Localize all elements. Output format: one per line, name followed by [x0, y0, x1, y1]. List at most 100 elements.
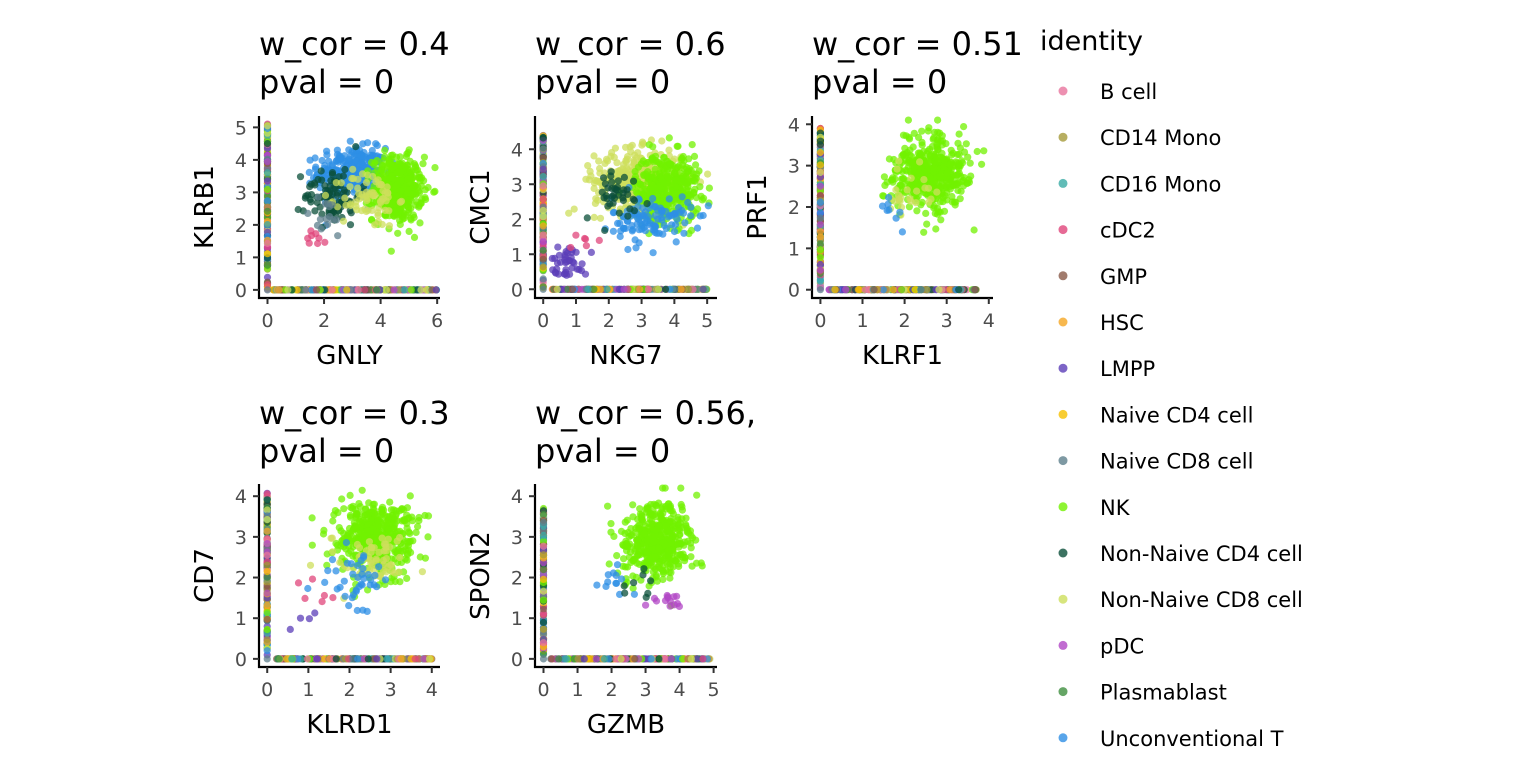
data-point: [903, 186, 911, 194]
data-point: [645, 141, 653, 149]
data-point: [397, 197, 406, 205]
data-point: [590, 179, 599, 187]
data-point: [917, 286, 925, 294]
data-point: [306, 561, 315, 569]
data-point: [816, 137, 825, 145]
data-point: [699, 285, 707, 293]
data-point: [263, 527, 271, 535]
panel-title-line: w_cor = 0.3: [259, 394, 450, 432]
data-point: [311, 207, 319, 215]
data-point: [907, 174, 915, 182]
data-point: [328, 286, 336, 294]
data-point: [364, 655, 372, 663]
data-point: [905, 133, 913, 141]
data-point: [595, 236, 603, 244]
data-point: [816, 246, 825, 254]
data-point: [590, 152, 598, 160]
data-point: [385, 207, 393, 215]
panel-title-line: pval = 0: [535, 63, 670, 101]
data-point: [415, 513, 423, 522]
x-tick-label: 2: [603, 310, 615, 332]
data-point: [677, 285, 685, 293]
data-point: [316, 203, 324, 211]
data-point: [690, 152, 699, 160]
data-point: [354, 655, 362, 663]
data-point: [590, 184, 598, 193]
y-axis-label: CMC1: [466, 169, 496, 244]
data-point: [568, 285, 577, 293]
data-point: [424, 533, 432, 541]
data-point: [926, 145, 934, 153]
x-tick-label: 0: [537, 310, 549, 332]
data-point: [328, 161, 336, 169]
data-point: [379, 556, 387, 565]
data-point: [638, 211, 647, 219]
data-point: [363, 188, 371, 196]
data-point: [920, 176, 928, 184]
data-point: [601, 226, 609, 234]
data-point: [870, 286, 878, 294]
data-point: [349, 570, 357, 578]
data-point: [624, 245, 632, 254]
data-point: [633, 154, 641, 162]
x-tick-label: 2: [899, 310, 911, 332]
data-point: [682, 180, 690, 188]
data-point: [321, 191, 330, 199]
data-point: [656, 169, 664, 177]
x-tick-label: 2: [318, 310, 330, 332]
data-point: [353, 540, 361, 549]
data-point: [949, 149, 957, 157]
y-tick-label: 4: [511, 139, 523, 161]
data-point: [357, 580, 365, 588]
data-point: [637, 187, 645, 195]
data-point: [551, 254, 559, 262]
data-point: [687, 212, 695, 220]
y-tick-label: 2: [788, 197, 800, 219]
x-tick-label: 3: [385, 679, 397, 701]
data-point: [425, 655, 434, 663]
data-point: [403, 574, 411, 583]
data-point: [616, 232, 624, 241]
data-point: [263, 261, 272, 269]
data-point: [955, 160, 963, 168]
data-point: [657, 214, 666, 222]
data-point: [905, 203, 914, 211]
data-point: [970, 226, 978, 234]
data-point: [381, 146, 389, 154]
data-point: [590, 213, 598, 221]
data-point: [406, 166, 414, 174]
data-point: [329, 594, 337, 602]
data-point: [318, 176, 326, 184]
data-point: [692, 161, 700, 169]
x-tick-label: 6: [431, 310, 443, 332]
data-point: [410, 233, 419, 241]
data-point: [308, 575, 317, 583]
data-point: [360, 152, 368, 160]
data-point: [622, 224, 630, 233]
data-point: [959, 182, 968, 190]
data-point: [263, 625, 271, 634]
data-point: [940, 156, 948, 164]
data-point: [678, 193, 686, 201]
data-point: [380, 547, 388, 555]
y-tick-label: 5: [235, 117, 247, 139]
data-point: [552, 269, 560, 277]
data-point: [575, 265, 583, 274]
data-point: [329, 216, 337, 224]
data-point: [855, 286, 864, 294]
data-point: [374, 211, 382, 219]
data-point: [394, 168, 402, 176]
data-point: [926, 152, 935, 160]
points: [816, 116, 988, 294]
data-point: [971, 286, 979, 294]
data-point: [693, 224, 702, 232]
data-point: [880, 173, 889, 181]
data-point: [396, 533, 404, 542]
x-tick-label: 2: [343, 679, 355, 701]
data-point: [891, 197, 899, 205]
data-point: [964, 153, 972, 161]
panel-title-line: pval = 0: [259, 432, 394, 470]
data-point: [889, 174, 897, 182]
y-axis-label: KLRB1: [190, 165, 220, 249]
data-point: [383, 655, 391, 663]
